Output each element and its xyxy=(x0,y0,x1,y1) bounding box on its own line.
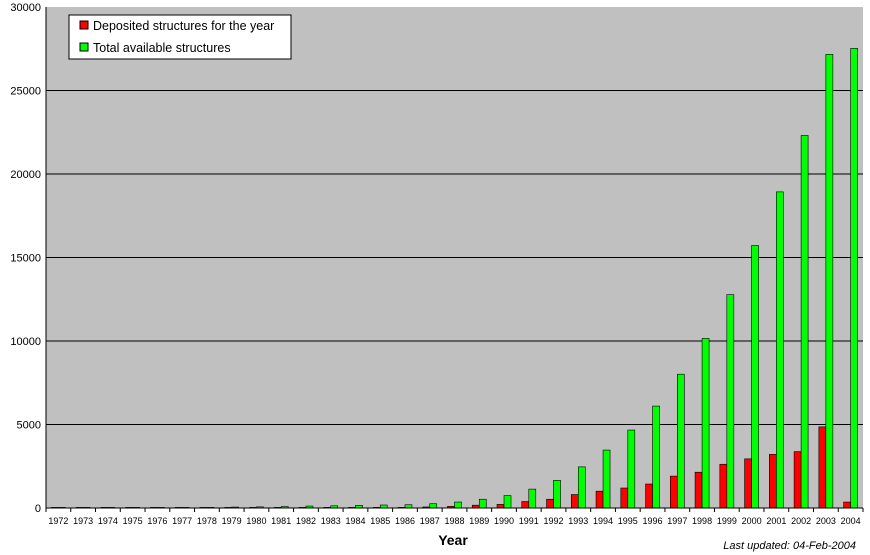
x-tick-label-1992: 1992 xyxy=(544,516,564,526)
x-tick-label-1985: 1985 xyxy=(370,516,390,526)
bar-total-1996 xyxy=(652,405,660,509)
x-tick-label-1975: 1975 xyxy=(123,516,143,526)
bar-total-2002 xyxy=(800,135,809,509)
bar-total-2003 xyxy=(825,54,834,509)
x-tick-label-1980: 1980 xyxy=(246,516,266,526)
x-tick-label-1974: 1974 xyxy=(98,516,118,526)
y-tick-label: 30000 xyxy=(10,2,41,14)
bar-total-1987 xyxy=(429,503,438,509)
legend-label-deposited: Deposited structures for the year xyxy=(93,19,274,33)
y-tick-label: 20000 xyxy=(10,169,41,181)
y-axis-ticks: 0 5000 10000 15000 20000 25000 30000 xyxy=(10,2,41,515)
x-tick-label-1973: 1973 xyxy=(73,516,93,526)
y-tick-label: 5000 xyxy=(17,420,41,432)
bar-total-2001 xyxy=(776,191,784,509)
x-tick-label-1999: 1999 xyxy=(717,516,737,526)
x-tick-label-1984: 1984 xyxy=(345,516,365,526)
bar-total-1995 xyxy=(627,429,636,509)
bar-total-1997 xyxy=(677,373,685,509)
legend-swatch-deposited xyxy=(79,20,89,30)
bar-deposited-1999 xyxy=(719,463,728,509)
x-tick-label-1998: 1998 xyxy=(692,516,712,526)
bar-deposited-1995 xyxy=(620,487,629,509)
y-tick-label: 0 xyxy=(35,503,41,515)
bar-deposited-1991 xyxy=(521,501,530,509)
bar-deposited-2001 xyxy=(769,454,777,509)
x-tick-label-1991: 1991 xyxy=(519,516,539,526)
x-tick-label-1997: 1997 xyxy=(667,516,687,526)
bar-deposited-1993 xyxy=(570,494,579,509)
bar-total-2000 xyxy=(751,245,759,509)
x-axis-ticks: 1972 1973 1974 1975 1976 1977 1978 1979 1980 1981… xyxy=(45,508,864,526)
bar-total-1998 xyxy=(701,338,710,509)
x-tick-label-1977: 1977 xyxy=(172,516,192,526)
bar-total-2004 xyxy=(850,48,858,509)
x-tick-label-1990: 1990 xyxy=(494,516,514,526)
legend: Deposited structures for the year Total … xyxy=(68,14,292,60)
x-tick-label-2001: 2001 xyxy=(766,516,786,526)
x-tick-label-1996: 1996 xyxy=(643,516,663,526)
bar-deposited-2000 xyxy=(744,458,752,509)
x-axis-title: Year xyxy=(438,532,468,548)
bar-deposited-1992 xyxy=(546,498,554,509)
bar-total-1999 xyxy=(726,294,735,509)
legend-swatch-total xyxy=(79,42,89,52)
x-tick-label-1986: 1986 xyxy=(395,516,415,526)
y-tick-label: 10000 xyxy=(10,336,41,348)
bar-total-1990 xyxy=(503,495,512,509)
bar-total-1994 xyxy=(602,449,611,509)
x-tick-label-1987: 1987 xyxy=(420,516,440,526)
x-tick-label-1978: 1978 xyxy=(197,516,217,526)
y-tick-label: 25000 xyxy=(10,86,41,98)
x-tick-label-1995: 1995 xyxy=(618,516,638,526)
bar-deposited-1998 xyxy=(694,471,703,509)
x-tick-label-2004: 2004 xyxy=(841,516,861,526)
x-tick-label-2000: 2000 xyxy=(742,516,762,526)
x-tick-label-2003: 2003 xyxy=(816,516,836,526)
y-tick-label: 15000 xyxy=(10,253,41,265)
x-tick-label-1979: 1979 xyxy=(222,516,242,526)
x-tick-label-1994: 1994 xyxy=(593,516,613,526)
x-tick-label-1988: 1988 xyxy=(444,516,464,526)
x-tick-label-1972: 1972 xyxy=(48,516,68,526)
bar-deposited-1997 xyxy=(670,475,678,509)
x-tick-label-2002: 2002 xyxy=(791,516,811,526)
bar-deposited-1996 xyxy=(645,483,653,509)
bar-total-1993 xyxy=(577,466,586,509)
bar-deposited-1994 xyxy=(595,490,604,509)
bar-deposited-2003 xyxy=(818,426,827,509)
bar-deposited-2004 xyxy=(843,501,851,509)
bar-deposited-2002 xyxy=(793,451,802,509)
legend-box xyxy=(68,14,292,60)
bar-total-1992 xyxy=(553,480,561,509)
bar-total-1989 xyxy=(478,498,487,509)
bar-total-1988 xyxy=(454,501,462,509)
x-tick-label-1976: 1976 xyxy=(147,516,167,526)
last-updated-note: Last updated: 04-Feb-2004 xyxy=(723,540,856,552)
x-tick-label-1989: 1989 xyxy=(469,516,489,526)
x-tick-label-1993: 1993 xyxy=(568,516,588,526)
legend-label-total: Total available structures xyxy=(93,41,231,55)
x-tick-label-1982: 1982 xyxy=(296,516,316,526)
bar-deposited-1990 xyxy=(496,504,505,509)
x-tick-label-1981: 1981 xyxy=(271,516,291,526)
bars xyxy=(51,48,858,509)
bar-total-1991 xyxy=(528,488,537,509)
x-tick-label-1983: 1983 xyxy=(321,516,341,526)
